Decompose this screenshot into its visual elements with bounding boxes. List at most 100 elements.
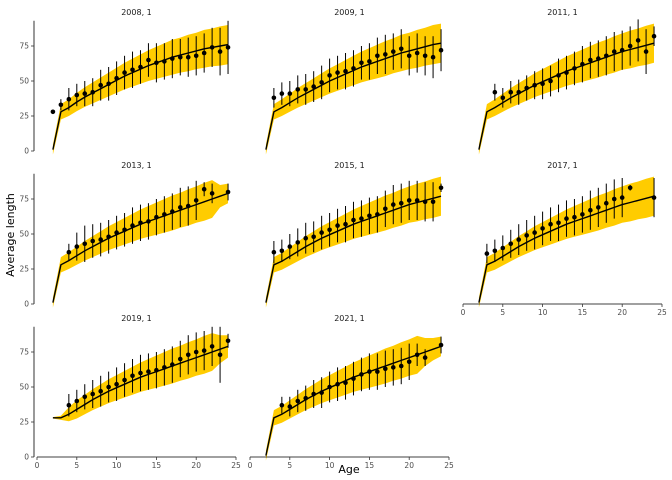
- observed-point: [154, 60, 159, 66]
- observed-point: [588, 207, 593, 213]
- observed-point: [287, 91, 293, 96]
- observed-point: [556, 73, 561, 78]
- observed-point: [122, 70, 127, 75]
- x-tick-label: 20: [404, 461, 414, 470]
- observed-point: [201, 50, 207, 56]
- x-tick-label: 10: [112, 461, 122, 470]
- observed-point: [90, 238, 96, 244]
- panel-title: 2015, 1: [334, 161, 365, 170]
- observed-point: [351, 376, 356, 381]
- observed-point: [177, 205, 183, 210]
- observed-point: [651, 195, 657, 200]
- y-axis-title: Average length: [4, 193, 17, 277]
- observed-point: [359, 216, 364, 221]
- observed-point: [170, 56, 175, 61]
- observed-point: [287, 244, 293, 249]
- y-tick-label: 50: [19, 230, 29, 239]
- observed-point: [516, 89, 522, 95]
- observed-point: [406, 359, 412, 365]
- observed-point: [367, 59, 372, 64]
- observed-point: [588, 57, 593, 63]
- observed-point: [279, 91, 285, 96]
- y-tick-label: 0: [24, 300, 29, 309]
- confidence-band: [52, 180, 229, 308]
- observed-point: [217, 352, 223, 358]
- observed-point: [383, 206, 388, 212]
- panel-title: 2011, 1: [547, 8, 578, 17]
- observed-point: [438, 342, 444, 348]
- observed-point: [580, 212, 585, 217]
- observed-point: [651, 33, 657, 39]
- observed-point: [225, 45, 231, 50]
- y-tick-label: 75: [19, 195, 29, 204]
- observed-point: [209, 45, 215, 50]
- panel: 2015, 1: [265, 161, 444, 308]
- observed-point: [564, 70, 569, 75]
- observed-point: [516, 237, 522, 242]
- observed-point: [343, 380, 348, 386]
- observed-point: [367, 369, 372, 374]
- observed-point: [572, 214, 577, 220]
- observed-point: [74, 398, 80, 404]
- y-tick-label: 50: [19, 77, 29, 86]
- observed-point: [351, 217, 356, 223]
- x-tick-label: 25: [444, 461, 454, 470]
- observed-point: [90, 391, 96, 397]
- y-tick-label: 25: [19, 418, 29, 427]
- observed-point: [524, 85, 529, 91]
- observed-point: [438, 47, 444, 53]
- observed-point: [279, 248, 285, 254]
- confidence-band: [52, 25, 229, 155]
- observed-point: [343, 221, 348, 227]
- observed-point: [351, 66, 356, 71]
- observed-point: [271, 95, 277, 101]
- panel-title: 2013, 1: [121, 161, 152, 170]
- observed-point: [390, 365, 396, 370]
- observed-point: [414, 50, 420, 56]
- panel: 2017, 1: [478, 161, 657, 308]
- observed-point: [146, 219, 151, 224]
- observed-point: [98, 388, 103, 394]
- y-tick-label: 25: [19, 265, 29, 274]
- observed-point: [311, 391, 316, 397]
- observed-point: [98, 237, 103, 242]
- observed-point: [500, 245, 506, 251]
- observed-point: [359, 60, 364, 66]
- observed-point: [90, 89, 96, 95]
- observed-point: [193, 53, 199, 59]
- panel-title: 2019, 1: [121, 314, 152, 323]
- observed-point: [106, 234, 111, 240]
- x-tick-label: 10: [538, 308, 548, 317]
- x-tick-label: 5: [287, 461, 292, 470]
- observed-point: [74, 244, 80, 249]
- observed-point: [492, 89, 498, 95]
- observed-point: [82, 394, 88, 400]
- confidence-band: [265, 335, 441, 461]
- x-tick-label: 0: [461, 308, 466, 317]
- confidence-band: [265, 176, 441, 308]
- observed-point: [406, 53, 412, 59]
- observed-point: [375, 53, 380, 59]
- observed-point: [383, 366, 388, 372]
- observed-point: [335, 223, 340, 228]
- observed-point: [66, 249, 72, 255]
- observed-point: [532, 82, 537, 88]
- observed-point: [383, 52, 388, 57]
- observed-point: [398, 363, 404, 369]
- observed-point: [170, 362, 175, 367]
- observed-point: [327, 227, 332, 233]
- observed-point: [327, 73, 332, 78]
- observed-point: [572, 66, 577, 71]
- observed-point: [335, 381, 340, 387]
- x-tick-label: 0: [35, 461, 40, 470]
- x-tick-label: 5: [74, 461, 79, 470]
- x-tick-label: 25: [657, 308, 667, 317]
- y-tick-label: 0: [24, 147, 29, 156]
- observed-point: [130, 67, 135, 73]
- observed-point: [492, 248, 498, 254]
- observed-point: [74, 92, 80, 98]
- x-tick-label: 20: [617, 308, 627, 317]
- observed-point: [548, 78, 553, 84]
- observed-point: [406, 198, 412, 203]
